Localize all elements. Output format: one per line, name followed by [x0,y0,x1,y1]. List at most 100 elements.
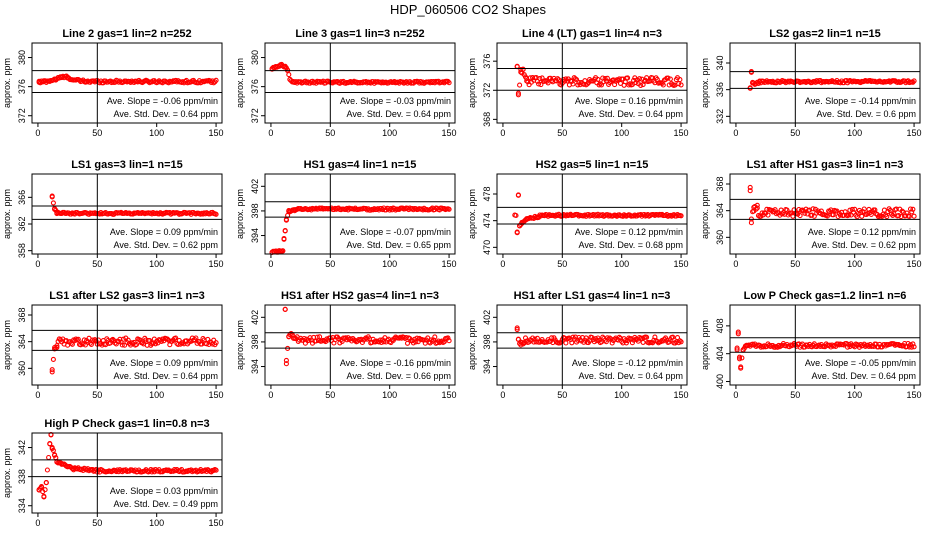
data-points [514,63,684,98]
chart-title: HS1 gas=4 lin=1 n=15 [304,159,417,171]
y-axis-label: approx. ppm [467,58,477,108]
chart-title: LS1 after LS2 gas=3 lin=1 n=3 [49,290,205,302]
x-tick-label: 50 [557,128,567,138]
data-point [563,340,569,346]
data-point [757,79,763,85]
data-point [52,346,58,352]
data-point [752,81,758,87]
data-point [59,461,65,467]
data-point [193,335,199,341]
y-tick-label: 366 [17,190,27,205]
data-point [281,236,287,242]
data-point [38,484,45,491]
data-point [280,248,286,254]
y-tick-label: 398 [482,334,492,349]
data-point [133,341,140,348]
std-dev-annotation: Ave. Std. Dev. = 0.62 ppm [812,240,916,250]
y-tick-label: 364 [17,334,27,349]
data-point [666,339,672,345]
y-axis-label: approx. ppm [2,320,12,370]
data-points [747,184,917,226]
data-point [650,340,656,346]
y-tick-label: 338 [17,469,27,484]
data-point [910,341,916,347]
y-tick-label: 402 [250,310,260,325]
x-tick-label: 100 [614,390,629,400]
chart-title: Line 3 gas=1 lin=3 n=252 [295,28,424,40]
x-tick-label: 50 [790,128,800,138]
chart-title: LS1 gas=3 lin=1 n=15 [71,159,183,171]
y-tick-label: 380 [17,50,27,65]
data-point [44,467,50,473]
x-tick-label: 50 [557,259,567,269]
x-tick-label: 150 [209,128,224,138]
x-tick-label: 150 [442,128,457,138]
std-dev-annotation: Ave. Std. Dev. = 0.65 ppm [347,240,451,250]
y-tick-label: 362 [17,216,27,231]
data-point [514,325,520,331]
y-tick-label: 334 [17,498,27,513]
x-tick-label: 0 [35,390,40,400]
data-point [283,361,289,367]
slope-annotation: Ave. Slope = -0.16 ppm/min [340,358,451,368]
data-point [583,335,589,341]
x-tick-label: 0 [268,390,273,400]
x-tick-label: 0 [500,259,505,269]
data-point [69,341,75,347]
std-dev-annotation: Ave. Std. Dev. = 0.64 ppm [114,371,218,381]
data-point [670,334,676,340]
y-axis-label: approx. ppm [700,320,710,370]
chart-panel-2: Line 3 gas=1 lin=3 n=252 approx. ppm 0 50 10… [235,28,457,138]
data-point [446,206,452,212]
data-point [754,202,760,208]
data-point [432,334,438,340]
data-point [520,66,526,72]
data-points [49,193,219,217]
data-point [213,340,219,346]
data-point [50,447,56,453]
data-point [734,345,740,351]
std-dev-annotation: Ave. Std. Dev. = 0.62 ppm [114,240,218,250]
data-point [173,335,179,341]
data-point [907,342,914,348]
slope-annotation: Ave. Slope = 0.12 ppm/min [575,227,683,237]
data-point [273,64,279,70]
chart-title: HS1 after HS2 gas=4 lin=1 n=3 [281,290,439,302]
x-tick-label: 150 [674,259,689,269]
data-point [120,336,126,342]
data-point [152,341,159,347]
data-point [748,220,754,226]
x-tick-label: 50 [325,259,335,269]
x-tick-label: 100 [382,390,397,400]
data-point [53,76,59,82]
chart-panel-13: High P Check gas=1 lin=0.8 n=3 approx. pp… [2,418,224,528]
data-point [36,79,42,85]
data-points [514,325,684,348]
y-tick-label: 332 [715,109,725,124]
data-point [638,82,644,88]
data-point [282,306,288,312]
data-point [633,80,639,86]
data-point [598,82,605,88]
x-tick-label: 50 [92,128,102,138]
data-point [41,493,47,499]
x-tick-label: 0 [733,259,738,269]
data-point [282,228,288,234]
data-point [81,337,87,343]
chart-panel-8: LS1 after HS1 gas=3 lin=1 n=3 approx. ppm… [700,159,922,269]
chart-panel-10: HS1 after HS2 gas=4 lin=1 n=3 approx. ppm… [235,290,457,400]
y-tick-label: 368 [482,112,492,127]
data-point [47,78,53,84]
data-point [667,76,673,82]
y-tick-label: 376 [17,79,27,94]
data-point [536,81,542,87]
data-point [735,331,741,337]
data-point [283,217,289,223]
data-point [678,339,684,345]
data-point [401,334,407,340]
x-tick-label: 150 [674,390,689,400]
data-point [46,454,52,461]
chart-title: Low P Check gas=1.2 lin=1 n=6 [744,290,907,302]
slope-annotation: Ave. Slope = -0.05 ppm/min [805,358,916,368]
